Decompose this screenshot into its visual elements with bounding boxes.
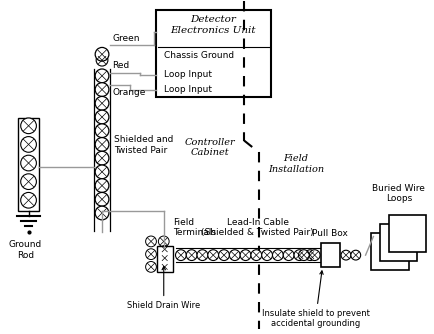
Circle shape: [21, 155, 36, 171]
Circle shape: [186, 250, 197, 261]
Bar: [18, 118, 39, 211]
Text: Pull Box: Pull Box: [312, 229, 348, 238]
Circle shape: [240, 250, 250, 261]
Bar: [155, 10, 270, 98]
Bar: [388, 215, 425, 252]
Circle shape: [95, 165, 108, 179]
Circle shape: [272, 250, 283, 261]
Circle shape: [161, 254, 168, 262]
Text: Ground
Rod: Ground Rod: [9, 240, 42, 260]
Circle shape: [309, 250, 319, 261]
Text: Shield Drain Wire: Shield Drain Wire: [127, 267, 200, 310]
Text: Lead-In Cable
(Shielded & Twisted Pair): Lead-In Cable (Shielded & Twisted Pair): [201, 218, 313, 237]
Circle shape: [197, 250, 207, 261]
Text: Green: Green: [112, 33, 139, 42]
Circle shape: [218, 250, 229, 261]
Text: Buried Wire
Loops: Buried Wire Loops: [372, 184, 424, 203]
Text: Chassis Ground: Chassis Ground: [163, 51, 233, 60]
Circle shape: [207, 250, 218, 261]
Bar: [379, 224, 417, 261]
Text: Loop Input: Loop Input: [163, 70, 211, 79]
Bar: [157, 246, 172, 272]
Text: Controller
Cabinet: Controller Cabinet: [184, 138, 234, 157]
Circle shape: [250, 250, 261, 261]
Circle shape: [229, 250, 240, 261]
Circle shape: [283, 250, 293, 261]
Bar: [320, 243, 339, 267]
Text: Insulate shield to prevent
accidental grounding: Insulate shield to prevent accidental gr…: [261, 271, 369, 328]
Circle shape: [293, 250, 304, 261]
Circle shape: [158, 262, 169, 272]
Circle shape: [21, 192, 36, 208]
Circle shape: [161, 245, 168, 253]
Circle shape: [21, 137, 36, 152]
Circle shape: [95, 83, 108, 97]
Text: Field
Terminals: Field Terminals: [173, 218, 216, 237]
Circle shape: [95, 110, 108, 124]
Circle shape: [95, 69, 108, 83]
Circle shape: [95, 97, 108, 110]
Circle shape: [95, 192, 108, 206]
Text: Field
Installation: Field Installation: [267, 154, 323, 174]
Circle shape: [145, 249, 156, 260]
Circle shape: [95, 151, 108, 165]
Circle shape: [21, 174, 36, 189]
Circle shape: [350, 250, 360, 260]
Circle shape: [175, 250, 186, 261]
Circle shape: [95, 47, 108, 61]
Circle shape: [95, 138, 108, 151]
Text: Orange: Orange: [112, 88, 145, 97]
Text: Red: Red: [112, 61, 129, 70]
Circle shape: [96, 54, 108, 66]
Circle shape: [304, 250, 315, 261]
Circle shape: [21, 118, 36, 134]
Circle shape: [340, 250, 350, 260]
Circle shape: [298, 250, 309, 261]
Circle shape: [158, 249, 169, 260]
Circle shape: [95, 206, 108, 220]
Circle shape: [261, 250, 272, 261]
Text: Detector
Electronics Unit: Detector Electronics Unit: [170, 15, 255, 34]
Circle shape: [145, 262, 156, 272]
Text: Loop Input: Loop Input: [163, 85, 211, 94]
Text: Shielded and
Twisted Pair: Shielded and Twisted Pair: [114, 135, 173, 155]
Circle shape: [145, 236, 156, 247]
Circle shape: [95, 124, 108, 138]
Circle shape: [158, 236, 169, 247]
Circle shape: [161, 263, 168, 271]
Bar: [371, 232, 408, 270]
Circle shape: [95, 179, 108, 192]
